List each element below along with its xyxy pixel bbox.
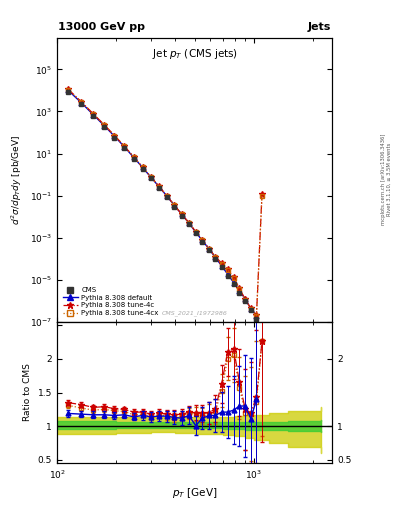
Text: Jet $p_T$ (CMS jets): Jet $p_T$ (CMS jets) [152, 47, 237, 61]
CMS [260, 325, 264, 331]
CMS [248, 307, 253, 313]
CMS [165, 195, 169, 201]
Y-axis label: $d^2\sigma/dp_Tdy$ [pb/GeV]: $d^2\sigma/dp_Tdy$ [pb/GeV] [10, 135, 24, 225]
CMS [316, 431, 320, 437]
CMS [281, 360, 285, 367]
Text: 13000 GeV pp: 13000 GeV pp [58, 22, 145, 32]
Line: CMS: CMS [66, 90, 320, 437]
CMS [193, 230, 198, 237]
CMS [270, 342, 275, 348]
CMS [231, 282, 236, 288]
CMS [131, 156, 136, 162]
CMS [213, 256, 218, 262]
Text: Jets: Jets [308, 22, 331, 32]
CMS [102, 124, 107, 130]
CMS [243, 298, 248, 305]
CMS [200, 239, 205, 245]
Text: Rivet 3.1.10, ≥ 3.5M events: Rivet 3.1.10, ≥ 3.5M events [387, 142, 391, 216]
Legend: CMS, Pythia 8.308 default, Pythia 8.308 tune-4c, Pythia 8.308 tune-4cx: CMS, Pythia 8.308 default, Pythia 8.308 … [61, 285, 161, 318]
CMS [149, 175, 153, 181]
Y-axis label: Ratio to CMS: Ratio to CMS [23, 364, 32, 421]
CMS [66, 89, 70, 95]
CMS [91, 113, 95, 119]
CMS [207, 247, 211, 253]
X-axis label: $p_T$ [GeV]: $p_T$ [GeV] [172, 486, 217, 500]
CMS [79, 101, 84, 108]
CMS [157, 185, 162, 191]
CMS [140, 165, 145, 172]
CMS [237, 290, 242, 296]
CMS [112, 135, 117, 141]
CMS [291, 380, 296, 386]
Text: mcplots.cern.ch [arXiv:1306.3436]: mcplots.cern.ch [arXiv:1306.3436] [381, 134, 386, 225]
CMS [122, 145, 127, 151]
CMS [225, 273, 230, 279]
CMS [254, 315, 259, 322]
CMS [301, 401, 306, 407]
CMS [172, 203, 177, 209]
CMS [187, 221, 191, 227]
CMS [179, 212, 184, 219]
CMS [286, 370, 290, 376]
Text: CMS_2021_I1972986: CMS_2021_I1972986 [162, 310, 228, 316]
CMS [265, 333, 270, 339]
CMS [219, 264, 224, 270]
CMS [275, 351, 280, 357]
